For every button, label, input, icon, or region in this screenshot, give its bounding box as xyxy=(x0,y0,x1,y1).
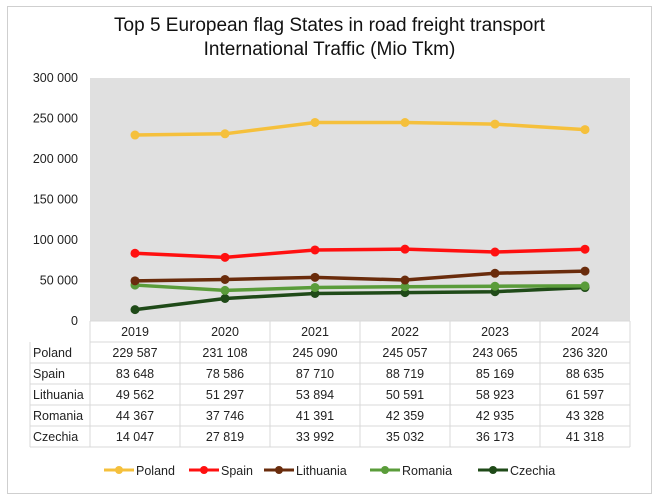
title-line-2: International Traffic (Mio Tkm) xyxy=(203,39,456,60)
legend-label: Poland xyxy=(136,464,175,478)
y-tick-label: 50 000 xyxy=(40,274,78,288)
data-point-poland xyxy=(490,119,500,129)
series-line-romania xyxy=(134,283,586,293)
series-line-poland xyxy=(134,120,586,137)
y-tick-label: 300 000 xyxy=(33,71,78,85)
table-cell: 43 328 xyxy=(566,409,604,423)
table-cell: 27 819 xyxy=(206,430,244,444)
chart-title: Top 5 European flag States in road freig… xyxy=(0,14,659,62)
x-tick-label: 2024 xyxy=(571,325,599,339)
series-line-lithuania xyxy=(134,269,586,283)
legend-label: Czechia xyxy=(510,464,555,478)
title-line-1: Top 5 European flag States in road freig… xyxy=(114,15,545,36)
table-cell: 58 923 xyxy=(476,388,514,402)
data-point-poland xyxy=(310,117,320,127)
y-tick-label: 0 xyxy=(71,314,78,328)
legend-marker xyxy=(381,466,389,474)
table-cell: 36 173 xyxy=(476,430,514,444)
data-point-lithuania xyxy=(220,274,230,284)
y-tick-label: 100 000 xyxy=(33,233,78,247)
y-tick-label: 250 000 xyxy=(33,112,78,126)
table-cell: 44 367 xyxy=(116,409,154,423)
table-row-label: Lithuania xyxy=(33,388,84,402)
data-point-romania xyxy=(490,281,500,291)
legend-label: Lithuania xyxy=(296,464,347,478)
data-point-poland xyxy=(220,129,230,139)
table-cell: 33 992 xyxy=(296,430,334,444)
table-cell: 231 108 xyxy=(202,346,247,360)
legend-marker xyxy=(115,466,123,474)
x-tick-label: 2023 xyxy=(481,325,509,339)
table-cell: 78 586 xyxy=(206,367,244,381)
table-cell: 61 597 xyxy=(566,388,604,402)
x-tick-label: 2022 xyxy=(391,325,419,339)
x-tick-label: 2021 xyxy=(301,325,329,339)
table-cell: 53 894 xyxy=(296,388,334,402)
data-point-romania xyxy=(310,282,320,292)
data-point-lithuania xyxy=(580,266,590,276)
data-point-czechia xyxy=(130,305,140,315)
data-point-romania xyxy=(580,281,590,291)
table-cell: 236 320 xyxy=(562,346,607,360)
data-point-romania xyxy=(220,285,230,295)
table-cell: 245 090 xyxy=(292,346,337,360)
legend-marker xyxy=(489,466,497,474)
x-tick-label: 2019 xyxy=(121,325,149,339)
data-point-poland xyxy=(580,125,590,135)
table-cell: 35 032 xyxy=(386,430,424,444)
table-cell: 88 719 xyxy=(386,367,424,381)
table-cell: 51 297 xyxy=(206,388,244,402)
table-cell: 41 391 xyxy=(296,409,334,423)
table-cell: 83 648 xyxy=(116,367,154,381)
table-cell: 87 710 xyxy=(296,367,334,381)
legend-marker xyxy=(275,466,283,474)
table-row-label: Poland xyxy=(33,346,72,360)
table-cell: 37 746 xyxy=(206,409,244,423)
data-point-spain xyxy=(130,248,140,258)
data-point-lithuania xyxy=(310,272,320,282)
data-point-romania xyxy=(400,282,410,292)
table-cell: 41 318 xyxy=(566,430,604,444)
series-line-czechia xyxy=(134,285,586,312)
y-tick-label: 150 000 xyxy=(33,193,78,207)
table-cell: 245 057 xyxy=(382,346,427,360)
data-point-lithuania xyxy=(400,275,410,285)
table-row-label: Spain xyxy=(33,367,65,381)
table-cell: 49 562 xyxy=(116,388,154,402)
table-row-label: Romania xyxy=(33,409,83,423)
data-point-spain xyxy=(580,244,590,254)
data-point-spain xyxy=(220,252,230,262)
table-cell: 50 591 xyxy=(386,388,424,402)
table-cell: 42 359 xyxy=(386,409,424,423)
series-line-spain xyxy=(134,247,586,260)
table-cell: 14 047 xyxy=(116,430,154,444)
table-cell: 243 065 xyxy=(472,346,517,360)
y-tick-label: 200 000 xyxy=(33,152,78,166)
table-cell: 42 935 xyxy=(476,409,514,423)
data-point-spain xyxy=(400,244,410,254)
data-point-poland xyxy=(400,118,410,128)
table-cell: 85 169 xyxy=(476,367,514,381)
legend-marker xyxy=(200,466,208,474)
data-point-spain xyxy=(490,247,500,257)
legend-label: Spain xyxy=(221,464,253,478)
data-point-lithuania xyxy=(130,276,140,286)
legend-label: Romania xyxy=(402,464,452,478)
table-row-label: Czechia xyxy=(33,430,78,444)
table-cell: 88 635 xyxy=(566,367,604,381)
data-point-spain xyxy=(310,245,320,255)
table-cell: 229 587 xyxy=(112,346,157,360)
data-point-lithuania xyxy=(490,268,500,278)
data-point-czechia xyxy=(220,293,230,303)
x-tick-label: 2020 xyxy=(211,325,239,339)
data-point-poland xyxy=(130,130,140,140)
